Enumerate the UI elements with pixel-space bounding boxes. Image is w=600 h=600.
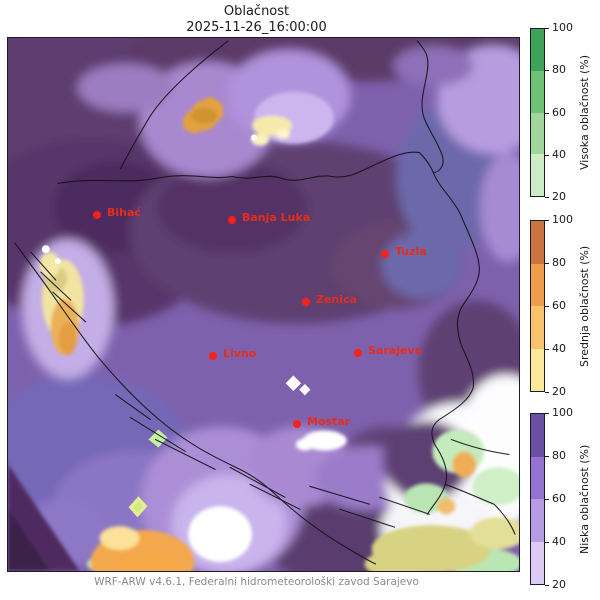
colorbar-tick-label: 40	[552, 147, 566, 161]
cloudiness-field	[8, 38, 519, 571]
colorbar-tick	[545, 197, 549, 198]
colorbar-segment	[531, 112, 544, 155]
colorbar-tick-label: 100	[552, 21, 573, 34]
chart-title: Oblačnost 2025-11-26_16:00:00	[0, 4, 513, 36]
colorbar-niska: Niska oblačnost (%) 20 40 60 80 100	[530, 406, 600, 591]
colorbar-visoka-gradient	[530, 28, 545, 197]
chart-title-variable: Oblačnost	[223, 4, 290, 19]
colorbar-tick-label: 60	[552, 105, 566, 119]
colorbar-visoka: Visoka oblačnost (%) 20 40 60 80 100	[530, 21, 600, 203]
colorbar-tick	[545, 349, 549, 350]
colorbar-tick	[545, 392, 549, 393]
colorbar-tick	[545, 499, 549, 500]
colorbar-tick-label: 40	[552, 535, 566, 548]
colorbar-tick	[545, 585, 549, 586]
colorbar-tick	[545, 220, 549, 221]
colorbar-segment	[531, 414, 544, 457]
colorbar-segment	[531, 348, 544, 391]
colorbar-tick	[545, 542, 549, 543]
colorbar-segment	[531, 263, 544, 306]
colorbar-tick-label: 80	[552, 449, 566, 462]
attribution-text: WRF-ARW v4.6.1, Federalni hidrometeorolo…	[94, 576, 419, 588]
colorbar-segment	[531, 154, 544, 196]
colorbar-tick-label: 20	[552, 385, 566, 398]
country-borders	[14, 40, 516, 565]
colorbar-srednja: Srednja oblačnost (%) 20 40 60 80 100	[530, 213, 600, 398]
colorbar-niska-gradient	[530, 413, 545, 585]
colorbar-srednja-axis-label: Srednja oblačnost (%)	[578, 245, 591, 367]
colorbar-tick-label: 60	[552, 492, 566, 505]
colorbar-tick-label: 20	[552, 578, 566, 591]
weather-map	[7, 37, 520, 572]
colorbar-segment	[531, 306, 544, 349]
colorbar-niska-axis-label: Niska oblačnost (%)	[578, 444, 591, 554]
colorbar-tick	[545, 112, 549, 114]
colorbar-tick-label: 100	[552, 406, 573, 419]
colorbar-segment	[531, 29, 544, 71]
colorbar-tick-label: 80	[552, 63, 566, 77]
colorbar-tick-label: 60	[552, 299, 566, 312]
colorbar-segment	[531, 70, 544, 113]
colorbar-tick	[545, 306, 549, 307]
colorbar-tick-label: 80	[552, 256, 566, 269]
colorbar-tick	[545, 154, 549, 156]
colorbar-segment	[531, 456, 544, 499]
colorbar-tick	[545, 263, 549, 264]
colorbar-tick	[545, 456, 549, 457]
colorbar-tick	[545, 28, 549, 29]
colorbar-srednja-gradient	[530, 220, 545, 392]
colorbar-tick	[545, 413, 549, 414]
colorbar-visoka-axis-label: Visoka oblačnost (%)	[578, 54, 591, 171]
colorbar-segment	[531, 499, 544, 542]
colorbar-tick-label: 100	[552, 213, 573, 226]
colorbar-segment	[531, 221, 544, 264]
colorbar-tick-label: 40	[552, 342, 566, 355]
colorbar-tick	[545, 70, 549, 72]
chart-title-datetime: 2025-11-26_16:00:00	[186, 20, 327, 35]
colorbar-segment	[531, 541, 544, 584]
colorbar-tick-label: 20	[552, 190, 566, 203]
